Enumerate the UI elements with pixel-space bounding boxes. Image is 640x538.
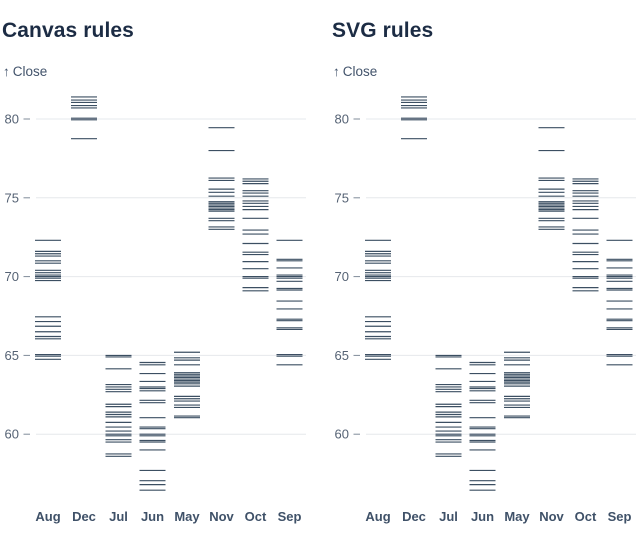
x-tick-label: Sep [608,509,632,524]
arrow-up-icon: ↑ [333,64,340,80]
y-tick-label: 75 [335,190,349,205]
y-tick-label: 80 [5,112,19,127]
y-tick-label: 65 [335,348,349,363]
x-tick-label: May [174,509,200,524]
x-tick-label: Aug [35,509,60,524]
y-tick-label: 75 [5,190,19,205]
y-axis-label: ↑ Close [333,63,640,80]
x-tick-label: Jul [109,509,128,524]
y-axis-label: ↑ Close [3,63,310,80]
x-tick-label: Jun [471,509,494,524]
y-axis-label-text: Close [342,64,378,80]
y-tick-label: 65 [5,348,19,363]
barcode-chart-svg: 80 75 70 65 60 Aug Dec Jul Jun May Nov Oct Sep [335,96,636,524]
canvas-rules-chart: Canvas rules ↑ Close 80 75 70 65 60 Aug Dec Jul J… [0,0,310,538]
x-tick-label: Jun [141,509,164,524]
x-tick-label: Jul [439,509,458,524]
y-axis-label-text: Close [12,64,48,80]
chart-title-canvas: Canvas rules [2,19,134,42]
y-tick-label: 80 [335,112,349,127]
x-tick-label: Aug [365,509,390,524]
x-tick-label: Nov [539,509,564,524]
x-tick-label: May [504,509,530,524]
y-tick-label: 70 [5,269,19,284]
arrow-up-icon: ↑ [3,64,10,80]
x-tick-label: Oct [575,509,597,524]
x-tick-label: Nov [209,509,234,524]
y-tick-label: 70 [335,269,349,284]
y-tick-label: 60 [335,427,349,442]
svg-rules-chart: SVG rules ↑ Close 80 75 70 65 60 Aug Dec Jul Jun M… [330,0,640,538]
x-tick-label: Dec [72,509,96,524]
x-tick-label: Dec [402,509,426,524]
y-tick-label: 60 [5,427,19,442]
chart-title-svg: SVG rules [332,19,434,42]
barcode-chart-canvas: 80 75 70 65 60 Aug Dec Jul Jun May Nov Oct Sep [5,96,306,524]
x-tick-label: Oct [245,509,267,524]
x-tick-label: Sep [278,509,302,524]
